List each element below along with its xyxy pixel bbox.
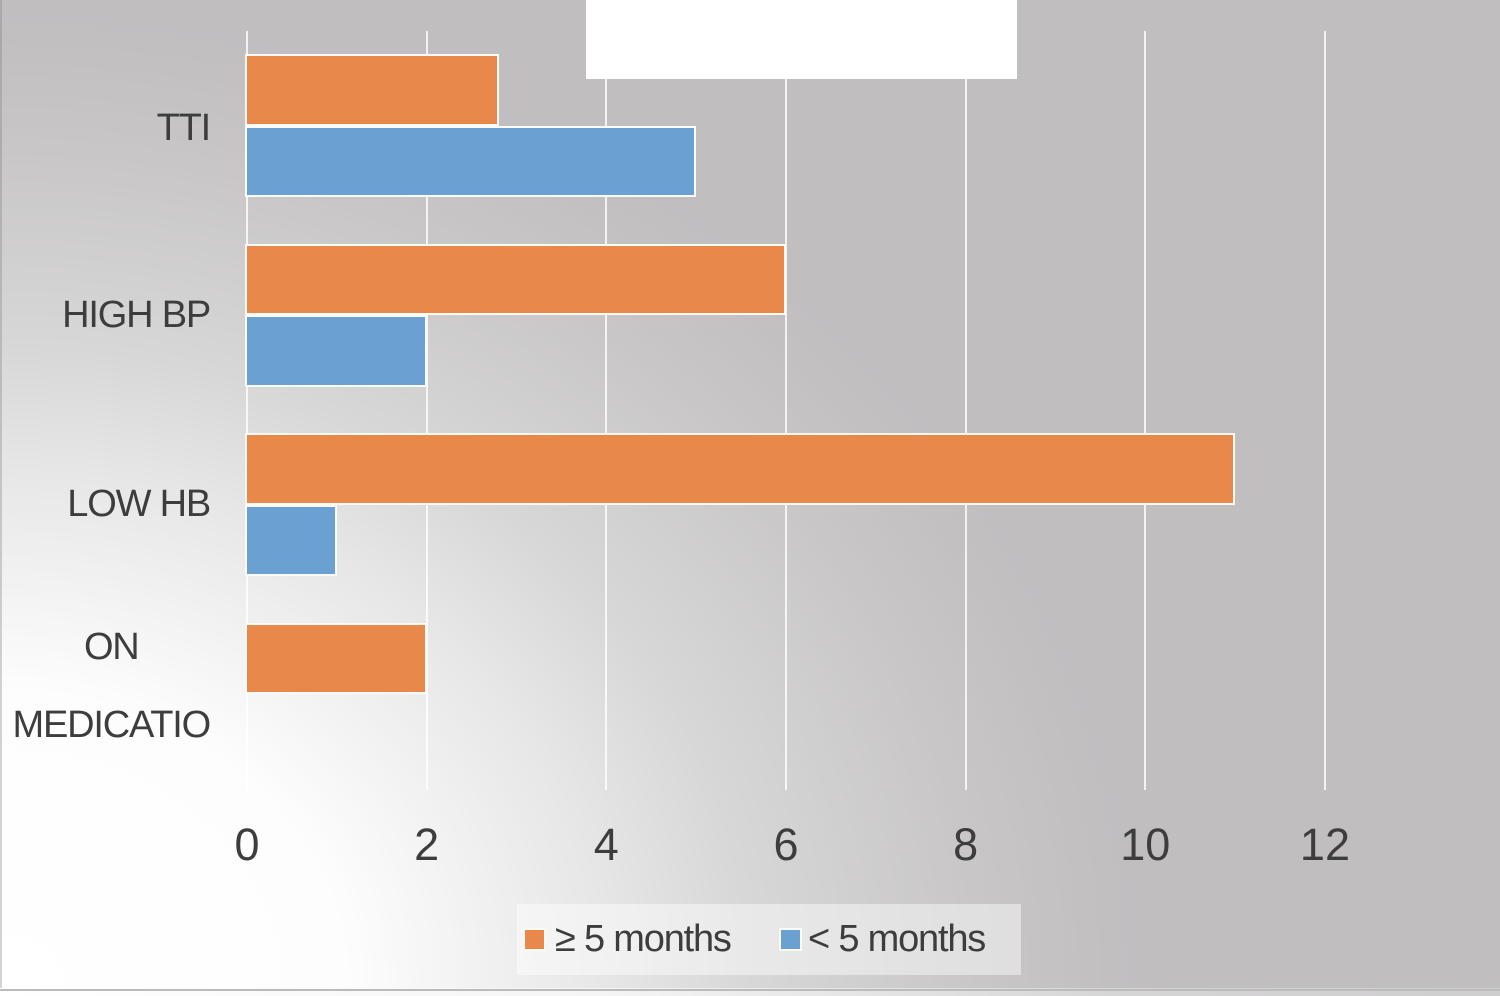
gridline-x-6 <box>784 31 787 790</box>
gridline-x-4 <box>605 31 608 790</box>
x-axis-tick-0: 0 <box>234 819 260 870</box>
legend-label-lt-5-months: < 5 months <box>808 918 986 960</box>
x-axis-tick-8: 8 <box>953 819 979 870</box>
legend-swatch-lt-5-months <box>778 928 802 951</box>
x-axis-tick-10: 10 <box>1120 819 1171 870</box>
legend: ≥ 5 months < 5 months <box>517 904 1021 975</box>
gridline-x-12 <box>1323 31 1326 790</box>
x-axis-tick-2: 2 <box>414 819 440 870</box>
bar-tti-s0 <box>245 54 499 126</box>
category-label-low-hb: LOW HB <box>67 482 211 525</box>
category-label-high-bp: HIGH BP <box>62 294 211 337</box>
legend-swatch-ge-5-months <box>522 928 546 951</box>
chart-title-box <box>586 0 1017 79</box>
legend-label-ge-5-months: ≥ 5 months <box>555 918 732 960</box>
chart-bottom-border <box>0 988 1500 992</box>
bar-high-bp-s0 <box>245 243 786 316</box>
bar-on-medicatio-s0 <box>245 622 427 695</box>
category-label-on-medicatio: ON MEDICATIO <box>12 626 212 747</box>
x-axis-tick-4: 4 <box>593 819 619 870</box>
bar-low-hb-s1 <box>245 504 337 577</box>
gridline-x-10 <box>1144 31 1147 790</box>
gridline-x-2 <box>425 31 428 790</box>
bar-low-hb-s0 <box>245 433 1236 505</box>
x-axis-tick-6: 6 <box>773 819 799 870</box>
category-label-tti: TTI <box>156 106 212 149</box>
chart-left-border <box>0 0 2 988</box>
gridline-x-0 <box>246 31 248 790</box>
gridline-x-8 <box>964 31 967 790</box>
x-axis-tick-12: 12 <box>1299 819 1350 870</box>
bar-high-bp-s1 <box>245 315 427 387</box>
bar-tti-s1 <box>245 125 697 198</box>
